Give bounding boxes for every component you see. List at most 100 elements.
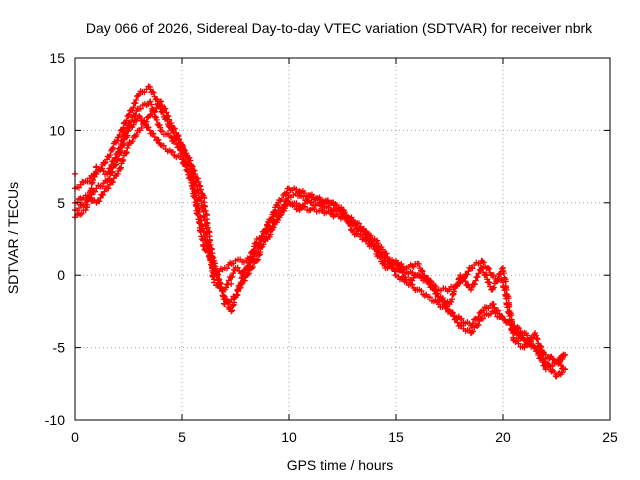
data-point-trace xyxy=(102,159,109,166)
data-point-trace xyxy=(97,195,104,202)
data-point-trace xyxy=(132,112,139,119)
data-point-trace xyxy=(252,240,259,247)
data-point-trace xyxy=(90,177,96,184)
data-point-trace xyxy=(363,229,370,236)
data-point-trace xyxy=(229,307,236,314)
plot-frame xyxy=(74,57,611,421)
data-point-trace xyxy=(204,248,211,255)
data-point-trace xyxy=(194,211,201,218)
data-point-trace xyxy=(78,210,85,217)
data-point-trace xyxy=(356,220,363,227)
data-point-trace xyxy=(169,148,176,155)
data-point-trace xyxy=(229,273,236,280)
data-point-trace xyxy=(439,295,446,302)
data-point-trace xyxy=(513,325,520,332)
data-point-trace xyxy=(141,89,148,96)
data-point-trace xyxy=(218,285,225,292)
data-point-trace xyxy=(462,278,469,285)
data-point-trace xyxy=(137,105,144,112)
data-point-trace xyxy=(384,255,391,262)
data-point-trace xyxy=(107,152,114,159)
data-point-trace xyxy=(475,321,482,328)
data-point-trace xyxy=(501,316,508,323)
data-point-trace xyxy=(158,128,165,135)
data-point-trace xyxy=(186,174,193,181)
data-point-trace xyxy=(492,310,499,317)
data-point-trace xyxy=(486,265,493,272)
data-point-trace xyxy=(343,212,350,219)
data-point-trace xyxy=(557,356,564,363)
data-point-trace xyxy=(418,267,425,274)
data-point-trace xyxy=(119,137,126,144)
data-point-trace xyxy=(197,228,204,235)
y-tick-label: -5 xyxy=(53,340,66,356)
data-point-trace xyxy=(534,348,541,355)
data-point-trace xyxy=(143,118,150,125)
data-point-trace xyxy=(115,155,122,162)
outlier-point xyxy=(228,280,235,287)
data-point-trace xyxy=(474,273,481,280)
data-point-trace xyxy=(410,274,417,281)
data-point-trace xyxy=(515,340,522,347)
data-point-trace xyxy=(133,97,140,104)
data-point-trace xyxy=(150,130,157,137)
data-point-trace xyxy=(228,296,235,303)
data-point xyxy=(168,134,175,141)
data-point-trace xyxy=(489,285,496,292)
data-point-trace xyxy=(91,188,98,195)
data-point xyxy=(532,344,539,351)
data-point-trace xyxy=(469,328,476,335)
data-point-trace xyxy=(136,114,143,121)
y-tick-label: 15 xyxy=(49,50,65,66)
data-point-trace xyxy=(100,191,107,198)
data-point-trace xyxy=(370,243,377,250)
data-point-trace xyxy=(495,277,502,284)
data-point xyxy=(146,127,153,134)
data-point-trace xyxy=(385,263,392,270)
data-point-trace xyxy=(171,125,178,132)
data-point-trace xyxy=(534,336,541,343)
data-point-trace xyxy=(471,281,478,288)
data-point-trace xyxy=(395,262,402,269)
data-point-trace xyxy=(120,133,127,140)
data-point-trace xyxy=(117,165,124,172)
data-point-trace xyxy=(105,169,112,176)
data-point-trace xyxy=(174,132,181,139)
data-point-trace xyxy=(238,280,245,287)
data-point-trace xyxy=(523,338,530,345)
data-point-trace xyxy=(281,207,288,214)
data-point-trace xyxy=(480,307,487,314)
data-point-trace xyxy=(119,158,126,165)
data-point-trace xyxy=(480,315,487,322)
data-point-trace xyxy=(101,188,108,195)
y-tick-label: 0 xyxy=(57,267,65,283)
data-point xyxy=(253,257,260,264)
data-point-trace xyxy=(278,196,285,203)
data-point xyxy=(457,272,464,279)
data-point-trace xyxy=(248,256,255,263)
x-tick-label: 25 xyxy=(602,429,618,445)
data-point-trace xyxy=(376,254,383,261)
data-point xyxy=(114,170,121,177)
data-point-trace xyxy=(472,277,479,284)
data-point-trace xyxy=(147,111,154,118)
data-point-trace xyxy=(454,319,461,326)
data-point-trace xyxy=(450,313,457,320)
data-point-trace xyxy=(300,193,307,200)
data-point-trace xyxy=(379,250,386,257)
x-tick-label: 0 xyxy=(71,429,79,445)
chart-title: Day 066 of 2026, Sidereal Day-to-day VTE… xyxy=(86,20,593,36)
data-point-trace xyxy=(75,205,82,212)
data-point-trace xyxy=(448,309,455,316)
x-axis-label: GPS time / hours xyxy=(287,457,394,473)
data-point-trace xyxy=(551,368,558,375)
data-point xyxy=(228,308,235,315)
data-point-trace xyxy=(480,259,487,266)
data-point-trace xyxy=(475,270,482,277)
data-point-trace xyxy=(148,101,155,108)
data-point-trace xyxy=(537,342,544,349)
data-point-trace xyxy=(443,305,450,312)
data-point-trace xyxy=(496,271,503,278)
data-point-trace xyxy=(490,272,497,279)
data-point-trace xyxy=(490,301,497,308)
